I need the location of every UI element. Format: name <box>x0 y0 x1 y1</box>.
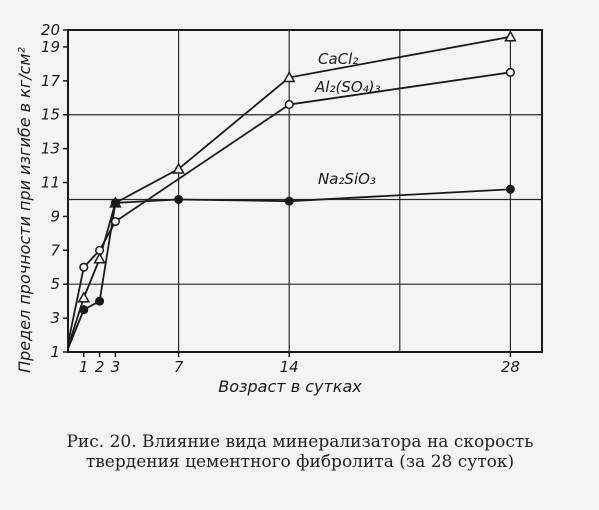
data-point-open-circle <box>284 100 294 110</box>
y-axis-title: Предел прочности при изгибе в кг/см² <box>15 47 34 373</box>
plot-frame <box>67 29 543 353</box>
axes <box>63 29 543 357</box>
x-tick-label: 3 <box>111 358 121 376</box>
data-point-open-circle <box>110 216 120 227</box>
series-label: Al₂(SO₄)₃ <box>314 78 381 96</box>
y-tick-label: 9 <box>50 207 60 225</box>
data-point-open-circle <box>79 262 89 272</box>
y-tick-label: 1 <box>50 343 60 361</box>
data-point-triangle <box>282 70 296 83</box>
x-tick-label: 1 <box>79 358 89 376</box>
data-point-triangle <box>504 30 517 42</box>
data-point-triangle <box>77 291 91 303</box>
series-line-1 <box>67 71 511 344</box>
data-point-filled-circle <box>79 305 89 315</box>
data-point-filled-circle <box>95 296 105 306</box>
x-tick-label: 14 <box>280 358 299 376</box>
series-markers <box>77 30 517 315</box>
x-tick-label: 28 <box>501 358 520 376</box>
data-point-filled-circle <box>505 184 515 194</box>
x-tick-label: 7 <box>174 358 184 376</box>
series-labels: CaCl₂ Al₂(SO₄)₃ Na₂SiO₃ <box>314 50 381 188</box>
x-tick-label: 2 <box>95 358 105 376</box>
data-point-open-circle <box>95 245 105 255</box>
data-point-open-circle <box>505 67 515 77</box>
y-tick-label: 3 <box>50 309 60 327</box>
data-point-triangle <box>172 162 185 174</box>
y-tick-label: 13 <box>41 140 60 158</box>
y-tick-label: 11 <box>41 174 60 192</box>
y-tick-label: 17 <box>41 72 61 90</box>
y-tick-label: 19 <box>41 38 60 56</box>
data-point-filled-circle <box>174 194 184 204</box>
data-point-filled-circle <box>284 196 294 206</box>
series-label: CaCl₂ <box>318 50 358 68</box>
series-label: Na₂SiO₃ <box>318 170 376 188</box>
y-tick-label: 7 <box>50 241 60 259</box>
x-axis-title: Возраст в сутках <box>218 377 362 396</box>
y-tick-label: 5 <box>50 275 60 293</box>
data-point-triangle <box>93 252 106 264</box>
data-point-filled-circle <box>110 198 120 208</box>
y-tick-label: 20 <box>41 21 60 39</box>
y-tick-label: 15 <box>41 106 60 124</box>
figure-caption: Рис. 20. Влияние вида минерализатора на … <box>66 432 534 472</box>
